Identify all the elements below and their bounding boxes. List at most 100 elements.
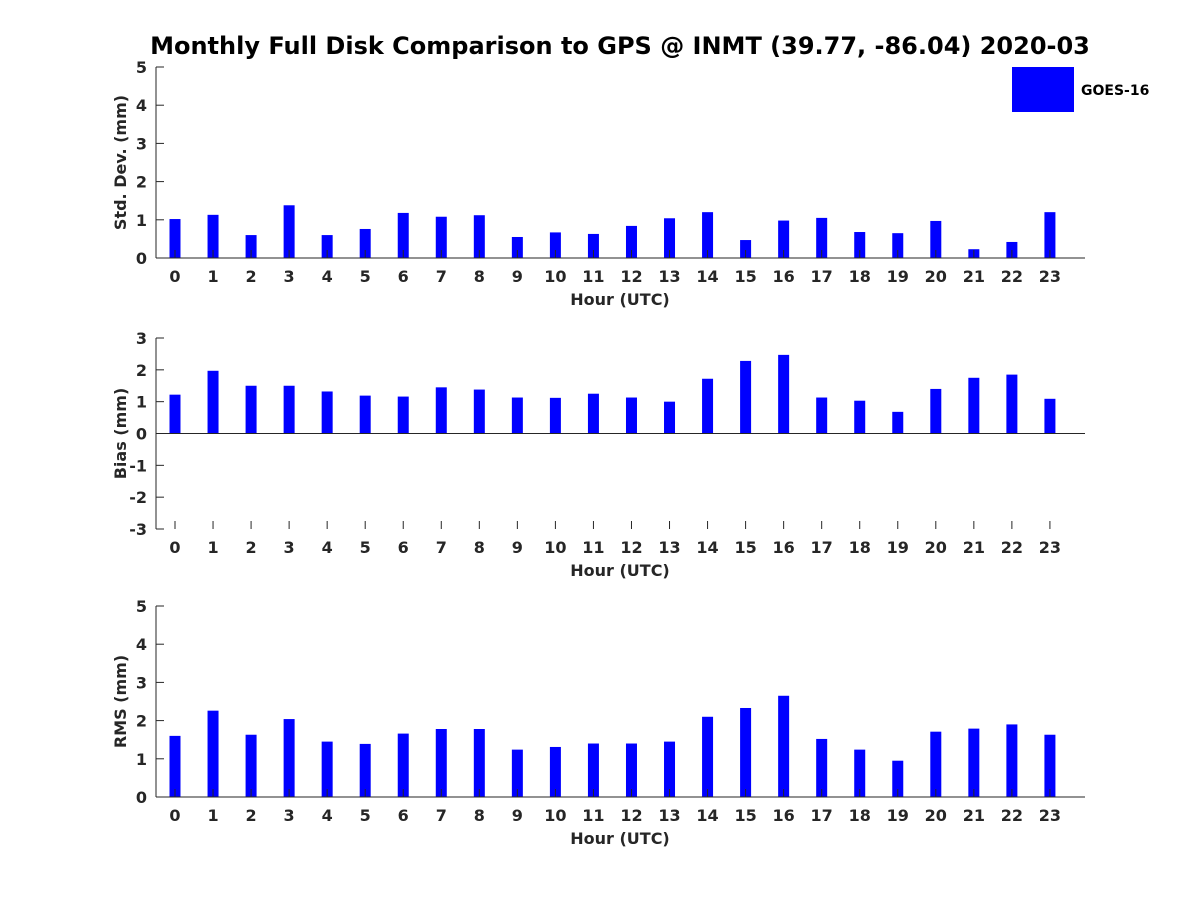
legend-label: GOES-16	[1081, 83, 1149, 99]
bias-bar-15	[740, 360, 752, 434]
rms-bar-19	[892, 760, 904, 797]
rms-bar-5	[359, 743, 371, 797]
std-dev-xtick-label: 8	[474, 267, 485, 286]
rms-xtick-label: 1	[207, 806, 218, 825]
bias-xtick-label: 9	[512, 538, 523, 557]
std-dev-xtick-label: 22	[1001, 267, 1023, 286]
bias-xtick-label: 23	[1039, 538, 1061, 557]
bias-xtick-label: 13	[658, 538, 680, 557]
bias-ytick-label: 0	[136, 425, 147, 444]
std-dev-ytick-label: 5	[136, 58, 147, 77]
std-dev-bar-8	[473, 215, 485, 258]
bias-bar-18	[854, 400, 866, 434]
bias-bar-10	[549, 397, 561, 434]
bias-xtick-label: 0	[169, 538, 180, 557]
bias-bar-19	[892, 411, 904, 434]
rms-ytick-label: 1	[136, 750, 147, 769]
bias-xtick-label: 18	[849, 538, 871, 557]
rms-bar-1	[207, 710, 219, 797]
rms-xtick-label: 13	[658, 806, 680, 825]
bias-bar-13	[664, 401, 676, 434]
rms-xtick-label: 12	[620, 806, 642, 825]
rms-xtick-label: 23	[1039, 806, 1061, 825]
std-dev-bar-13	[664, 218, 676, 258]
rms-x-label: Hour (UTC)	[570, 829, 670, 848]
bias-xtick-label: 7	[436, 538, 447, 557]
std-dev-xtick-label: 17	[811, 267, 833, 286]
rms-bar-12	[625, 743, 637, 797]
bias-bar-22	[1006, 374, 1018, 434]
rms-xtick-label: 9	[512, 806, 523, 825]
std-dev-bar-20	[930, 220, 942, 258]
rms-xtick-label: 2	[246, 806, 257, 825]
bias-xtick-label: 17	[811, 538, 833, 557]
std-dev-xtick-label: 10	[544, 267, 566, 286]
legend-swatch	[1012, 67, 1074, 112]
std-dev-bar-11	[587, 233, 599, 258]
bias-xtick-label: 6	[398, 538, 409, 557]
chart-title: Monthly Full Disk Comparison to GPS @ IN…	[150, 32, 1090, 60]
bias-xtick-label: 22	[1001, 538, 1023, 557]
bias-xtick-label: 15	[734, 538, 756, 557]
bias-bar-21	[968, 377, 980, 434]
bias-x-label: Hour (UTC)	[570, 561, 670, 580]
rms-ytick-label: 5	[136, 597, 147, 616]
bias-bar-2	[245, 385, 257, 434]
rms-bar-14	[702, 716, 714, 797]
bias-xtick-label: 3	[284, 538, 295, 557]
rms-xtick-label: 16	[773, 806, 795, 825]
rms-xtick-label: 20	[925, 806, 947, 825]
bias-ytick-label: 2	[136, 361, 147, 380]
std-dev-xtick-label: 16	[773, 267, 795, 286]
bias-ytick-label: -1	[129, 456, 147, 475]
std-dev-bar-7	[435, 216, 447, 258]
std-dev-bar-12	[625, 225, 637, 258]
std-dev-bar-19	[892, 233, 904, 258]
rms-bar-6	[397, 733, 409, 797]
std-dev-bar-14	[702, 212, 714, 258]
rms-xtick-label: 7	[436, 806, 447, 825]
std-dev-xtick-label: 21	[963, 267, 985, 286]
rms-xtick-label: 22	[1001, 806, 1023, 825]
bias-bar-0	[169, 394, 181, 434]
std-dev-bar-17	[816, 217, 828, 258]
std-dev-xtick-label: 7	[436, 267, 447, 286]
rms-bar-3	[283, 719, 295, 797]
rms-bar-4	[321, 741, 333, 797]
std-dev-xtick-label: 20	[925, 267, 947, 286]
bias-bar-3	[283, 385, 295, 434]
bias-bar-5	[359, 395, 371, 434]
rms-bar-9	[511, 749, 523, 797]
std-dev-bar-2	[245, 235, 257, 258]
bias-xtick-label: 16	[773, 538, 795, 557]
std-dev-bar-18	[854, 232, 866, 258]
bias-xtick-label: 10	[544, 538, 566, 557]
std-dev-bar-6	[397, 212, 409, 258]
rms-xtick-label: 5	[360, 806, 371, 825]
std-dev-ytick-label: 2	[136, 173, 147, 192]
rms-xtick-label: 6	[398, 806, 409, 825]
rms-xtick-label: 18	[849, 806, 871, 825]
std-dev-xtick-label: 19	[887, 267, 909, 286]
std-dev-xtick-label: 15	[734, 267, 756, 286]
bias-xtick-label: 4	[322, 538, 333, 557]
std-dev-bar-15	[740, 240, 752, 258]
rms-bar-7	[435, 729, 447, 797]
bias-bar-20	[930, 388, 942, 434]
bias-bar-4	[321, 391, 333, 434]
bias-ytick-label: -2	[129, 488, 147, 507]
rms-xtick-label: 14	[696, 806, 718, 825]
rms-xtick-label: 11	[582, 806, 604, 825]
rms-xtick-label: 17	[811, 806, 833, 825]
bias-xtick-label: 8	[474, 538, 485, 557]
bias-ytick-label: 3	[136, 329, 147, 348]
rms-bar-22	[1006, 724, 1018, 797]
rms-y-label: RMS (mm)	[111, 655, 130, 748]
std-dev-bar-9	[511, 236, 523, 258]
rms-xtick-label: 3	[284, 806, 295, 825]
std-dev-xtick-label: 13	[658, 267, 680, 286]
bias-bar-11	[587, 393, 599, 434]
rms-ytick-label: 2	[136, 712, 147, 731]
std-dev-xtick-label: 0	[169, 267, 180, 286]
